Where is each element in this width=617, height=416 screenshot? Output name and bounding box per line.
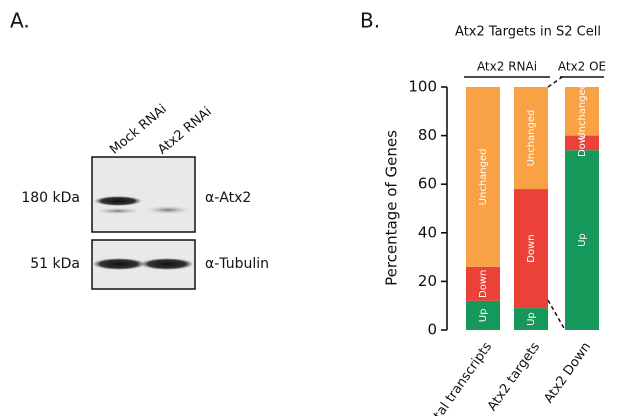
y-tick-label: 0 <box>427 321 437 339</box>
antibody-label: α-Atx2 <box>205 190 251 206</box>
y-tick-label: 60 <box>418 175 437 193</box>
segment-label: Down <box>577 129 588 157</box>
bar-segment <box>565 87 599 136</box>
segment-label: Up <box>577 233 588 247</box>
marker-label: 51 kDa <box>30 256 80 272</box>
bar-segment <box>565 150 599 330</box>
x-tick-label: Atx2 Down <box>541 340 594 407</box>
panel-label: B. <box>360 9 380 33</box>
band <box>146 206 190 214</box>
bar-segment <box>514 189 548 309</box>
band <box>96 208 140 214</box>
bar-segment <box>514 87 548 190</box>
band <box>94 196 142 206</box>
segment-label: Unchanged <box>526 110 537 167</box>
y-axis-label: Percentage of Genes <box>383 130 401 286</box>
panel-label: A. <box>10 9 30 33</box>
bar-segment <box>466 300 500 330</box>
group-label: Atx2 OE <box>558 60 606 74</box>
y-tick-label: 40 <box>418 223 437 241</box>
connector <box>547 74 566 88</box>
chart-title: Atx2 Targets in S2 Cell <box>455 25 601 40</box>
marker-label: 180 kDa <box>21 190 80 206</box>
y-tick-label: 80 <box>418 126 437 144</box>
y-tick-label: 20 <box>418 272 437 290</box>
segment-label: Down <box>526 234 537 262</box>
connector <box>547 299 566 331</box>
antibody-label: α-Tubulin <box>205 256 269 272</box>
bar-segment <box>565 135 599 151</box>
segment-label: Up <box>478 309 489 323</box>
bar-segment <box>466 87 500 267</box>
group-label: Atx2 RNAi <box>477 60 537 74</box>
segment-label: Unchanged <box>478 149 489 206</box>
segment-label: Up <box>526 312 537 326</box>
bar-segment <box>466 266 500 301</box>
x-tick-label: Atx2 targets <box>485 340 543 414</box>
y-tick-label: 100 <box>408 78 437 96</box>
segment-label: Unchanged <box>577 83 588 140</box>
band <box>140 258 194 270</box>
bar-segment <box>514 308 548 330</box>
segment-label: Down <box>478 270 489 298</box>
band <box>92 258 146 270</box>
blot <box>91 156 196 233</box>
